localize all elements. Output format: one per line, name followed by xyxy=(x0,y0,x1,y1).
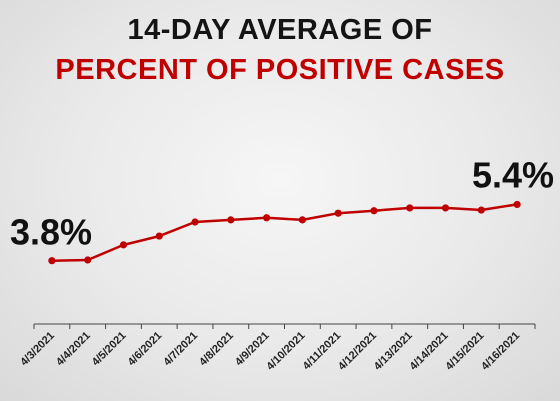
data-point xyxy=(119,241,128,249)
data-point xyxy=(84,256,92,264)
data-point xyxy=(406,204,414,212)
data-point xyxy=(155,232,163,240)
x-tick-label: 4/4/2021 xyxy=(54,330,93,369)
series-line xyxy=(51,203,518,262)
data-point xyxy=(477,206,485,214)
x-tick-label: 4/3/2021 xyxy=(18,330,57,369)
callout-start-value: 3.8% xyxy=(10,212,92,253)
x-tick-label: 4/7/2021 xyxy=(161,330,200,369)
data-point xyxy=(441,204,450,212)
x-tick-label: 4/5/2021 xyxy=(90,330,129,369)
data-point xyxy=(298,216,306,224)
data-point xyxy=(334,209,342,217)
x-tick-label: 4/6/2021 xyxy=(126,330,165,369)
data-point xyxy=(370,207,378,215)
data-point xyxy=(513,200,521,209)
data-point xyxy=(191,218,199,226)
x-tick-label: 4/8/2021 xyxy=(197,330,236,369)
chart-title-line2: PERCENT OF POSITIVE CASES xyxy=(55,54,505,86)
data-point xyxy=(263,214,271,222)
data-point xyxy=(227,216,235,224)
x-tick-label: 4/10/2021 xyxy=(264,330,307,373)
callout-end-value: 5.4% xyxy=(472,154,554,195)
chart-title-line1: 14-DAY AVERAGE OF xyxy=(127,14,433,46)
x-tick-label: 4/16/2021 xyxy=(479,330,522,373)
data-point xyxy=(48,257,56,265)
